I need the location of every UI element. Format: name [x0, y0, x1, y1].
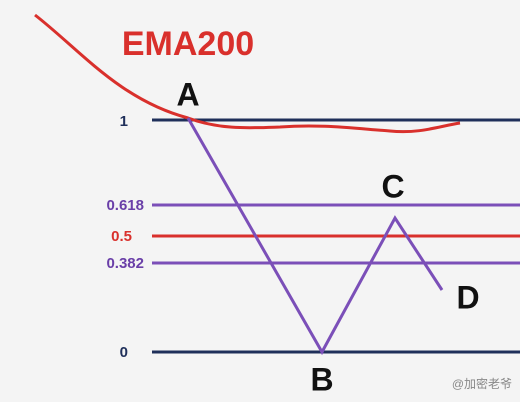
title: EMA200 [122, 25, 254, 63]
point-label: D [456, 279, 479, 315]
level-label: 0.5 [111, 228, 132, 245]
watermark: @加密老爷 [452, 376, 512, 391]
point-label: C [381, 168, 404, 204]
point-label: B [310, 361, 333, 397]
level-label: 0.382 [106, 255, 144, 272]
point-label: A [176, 76, 199, 112]
level-label: 0.618 [106, 197, 144, 214]
level-label: 0 [120, 344, 128, 361]
price-path [186, 117, 444, 356]
level-label: 1 [120, 113, 128, 130]
ema-curve [34, 13, 461, 134]
